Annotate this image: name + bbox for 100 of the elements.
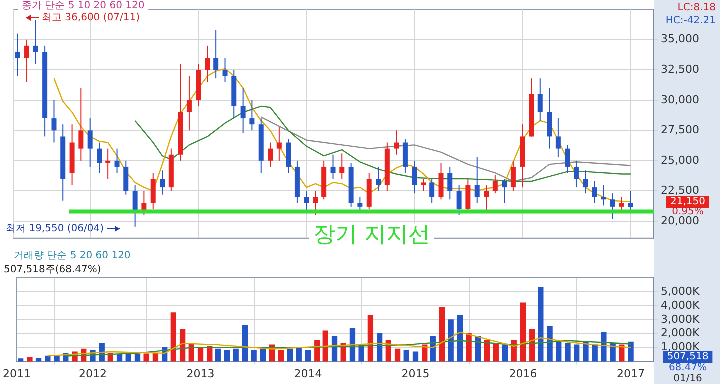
y-tick-label: 35,000: [661, 32, 700, 46]
bar: [233, 348, 239, 362]
text: HC:-42.21: [666, 16, 716, 27]
candlestick: [15, 33, 20, 77]
bar: [224, 350, 230, 362]
x-tick-label: 2012: [78, 367, 107, 380]
x-tick-label: 2011: [2, 367, 31, 380]
y-tick-label: 3,000K: [661, 312, 700, 326]
annotation: 최고 36,600 (07/11): [42, 12, 140, 24]
candlestick: [412, 160, 418, 194]
bar: [134, 354, 141, 362]
candlestick: [556, 118, 561, 158]
candlestick: [132, 184, 138, 228]
candlestick: [240, 88, 246, 134]
annotation: 최저 19,550 (06/04): [6, 224, 104, 235]
candlestick: [24, 39, 30, 83]
candlestick: [358, 196, 363, 212]
bar: [448, 320, 454, 362]
y-tick-label: 5,000K: [661, 284, 700, 298]
y-tick-label: 2,000K: [661, 326, 700, 340]
y-tick-label: 32,500: [661, 62, 700, 76]
bar: [251, 350, 257, 362]
candlestick: [448, 166, 453, 200]
y-tick-label: 22,500: [661, 184, 700, 198]
bar: [215, 348, 221, 362]
bar: [116, 354, 123, 362]
bar: [412, 352, 419, 362]
candlestick: [583, 170, 588, 194]
candlestick: [88, 118, 93, 168]
text: 68.47%: [668, 362, 708, 374]
bar: [404, 350, 410, 362]
candlestick: [160, 170, 166, 196]
bar: [466, 334, 472, 362]
candlestick: [574, 160, 579, 188]
candlestick: [33, 20, 38, 65]
candlestick: [565, 144, 570, 174]
bar: [322, 330, 328, 362]
bar: [260, 348, 266, 362]
bar: [287, 348, 294, 362]
text: LC:8.18: [678, 2, 716, 14]
text: 01/16: [674, 374, 702, 384]
bar: [565, 343, 571, 362]
candlestick: [330, 154, 336, 180]
bar: [278, 350, 284, 362]
y-tick-label: 4,000K: [661, 298, 700, 312]
bar: [170, 312, 176, 362]
x-tick-label: 2014: [294, 367, 322, 380]
bar: [574, 344, 580, 362]
text: 거래량 단순 5 20 60 120: [14, 250, 131, 262]
bar: [368, 315, 374, 362]
candlestick: [628, 190, 634, 212]
bar: [592, 344, 598, 362]
bar: [601, 332, 607, 362]
bar: [27, 357, 33, 362]
candlestick: [276, 126, 282, 162]
annotation: 종가 단순 5 10 20 60 120: [22, 0, 145, 12]
candlestick: [502, 178, 508, 204]
candlestick: [313, 190, 318, 216]
candlestick: [376, 166, 382, 192]
text: 507,518주(68.47%): [4, 264, 102, 276]
candlestick: [222, 58, 228, 83]
candlestick: [394, 130, 400, 156]
candlestick: [214, 30, 219, 80]
candlestick: [592, 181, 598, 204]
bar: [628, 342, 634, 362]
candlestick: [456, 184, 462, 216]
candlestick: [619, 196, 624, 212]
x-tick-label: 2017: [617, 367, 646, 380]
candlestick: [268, 142, 274, 168]
candlestick: [484, 184, 490, 212]
bar: [502, 344, 508, 362]
candlestick: [340, 153, 345, 180]
x-tick-label: 2016: [509, 367, 538, 380]
x-tick-label: 2015: [402, 367, 430, 380]
candlestick: [52, 100, 57, 144]
bar: [583, 342, 589, 362]
bar: [619, 344, 625, 362]
bar: [484, 340, 490, 362]
candlestick: [304, 190, 310, 212]
y-tick-label: 30,000: [661, 93, 700, 106]
bar: [144, 354, 150, 362]
candlestick: [186, 76, 192, 132]
candlestick: [205, 45, 210, 83]
candlestick: [538, 78, 543, 122]
bar: [394, 348, 401, 362]
candlestick: [421, 178, 426, 192]
text: 21,150: [670, 196, 706, 208]
bar: [422, 344, 428, 362]
candlestick: [510, 160, 516, 192]
candlestick: [492, 174, 498, 194]
ref-line-label: 장기 지지선: [314, 222, 430, 248]
candlestick: [610, 193, 616, 220]
candlestick: [250, 100, 255, 132]
candlestick: [78, 88, 84, 162]
bar: [457, 315, 464, 362]
bar: [242, 325, 248, 362]
candlestick: [601, 184, 606, 206]
bar: [18, 358, 24, 362]
bar: [538, 287, 544, 362]
bar: [493, 343, 499, 362]
